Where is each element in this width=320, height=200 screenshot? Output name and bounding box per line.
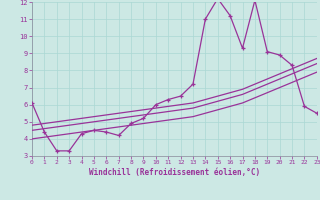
X-axis label: Windchill (Refroidissement éolien,°C): Windchill (Refroidissement éolien,°C) [89,168,260,177]
